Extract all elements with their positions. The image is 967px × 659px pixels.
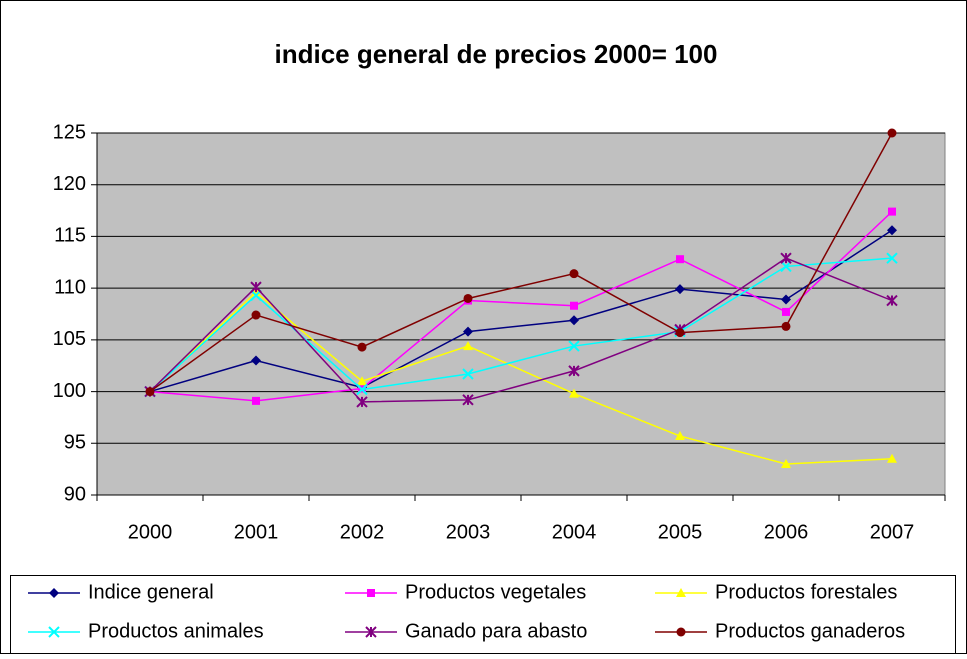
series-line <box>149 211 893 402</box>
x-tick-label: 2001 <box>234 521 279 543</box>
x-tick-label: 2005 <box>658 521 703 543</box>
series-line <box>149 229 893 393</box>
legend-label: Productos animales <box>88 620 264 642</box>
marker <box>250 289 262 302</box>
series-line <box>149 257 893 403</box>
y-tick-label: 110 <box>54 276 86 298</box>
x-tick-label: 2004 <box>552 521 597 543</box>
marker <box>569 269 579 279</box>
x-tick-label: 2000 <box>128 521 173 543</box>
marker <box>569 388 579 398</box>
marker <box>781 321 791 331</box>
y-tick-label: 115 <box>54 225 86 247</box>
y-tick-label: 105 <box>53 328 86 350</box>
marker <box>251 355 261 366</box>
y-tick-label: 125 <box>53 121 86 143</box>
marker <box>568 365 580 377</box>
marker <box>251 310 261 320</box>
marker <box>568 340 580 352</box>
x-tick-label: 2007 <box>870 521 915 543</box>
marker <box>887 453 897 463</box>
marker <box>356 396 368 408</box>
marker <box>252 396 260 405</box>
x-tick-label: 2006 <box>764 521 809 543</box>
legend-label: Ganado para abasto <box>405 620 587 642</box>
marker <box>888 207 896 216</box>
marker <box>676 255 684 264</box>
y-tick-label: 100 <box>53 380 86 402</box>
series-line <box>149 257 893 393</box>
marker <box>569 315 579 326</box>
plot-area <box>96 132 946 496</box>
marker <box>675 284 685 295</box>
marker <box>887 128 897 138</box>
marker <box>886 294 898 307</box>
legend-label: Productos vegetales <box>405 581 586 603</box>
marker <box>357 376 367 386</box>
marker <box>145 387 155 397</box>
legend-label: Productos forestales <box>715 581 897 603</box>
marker <box>250 281 262 293</box>
marker <box>676 588 686 597</box>
marker <box>49 588 59 598</box>
series-line <box>149 132 893 393</box>
marker <box>463 341 473 351</box>
marker <box>675 328 685 338</box>
legend-label: Indice general <box>88 581 214 603</box>
marker <box>463 293 473 303</box>
chart-title: indice general de precios 2000= 100 <box>275 39 718 69</box>
marker <box>781 294 791 305</box>
marker <box>886 252 898 264</box>
marker <box>782 307 790 316</box>
marker <box>675 431 685 441</box>
marker <box>781 458 791 468</box>
marker <box>780 252 792 264</box>
legend-label: Productos ganaderos <box>715 620 905 642</box>
y-tick-label: 120 <box>53 173 86 195</box>
x-tick-label: 2003 <box>446 521 491 543</box>
marker <box>365 626 377 638</box>
marker <box>462 368 474 380</box>
marker <box>357 342 367 352</box>
marker <box>463 326 473 337</box>
marker <box>570 301 578 310</box>
y-tick-label: 95 <box>64 432 86 454</box>
y-tick-label: 90 <box>64 483 86 505</box>
marker <box>48 626 60 638</box>
marker <box>462 394 474 406</box>
x-tick-label: 2002 <box>340 521 385 543</box>
marker <box>676 627 686 637</box>
marker <box>356 383 368 396</box>
legend-box <box>10 575 956 654</box>
marker <box>887 225 897 236</box>
marker <box>780 260 792 273</box>
marker <box>367 589 375 597</box>
